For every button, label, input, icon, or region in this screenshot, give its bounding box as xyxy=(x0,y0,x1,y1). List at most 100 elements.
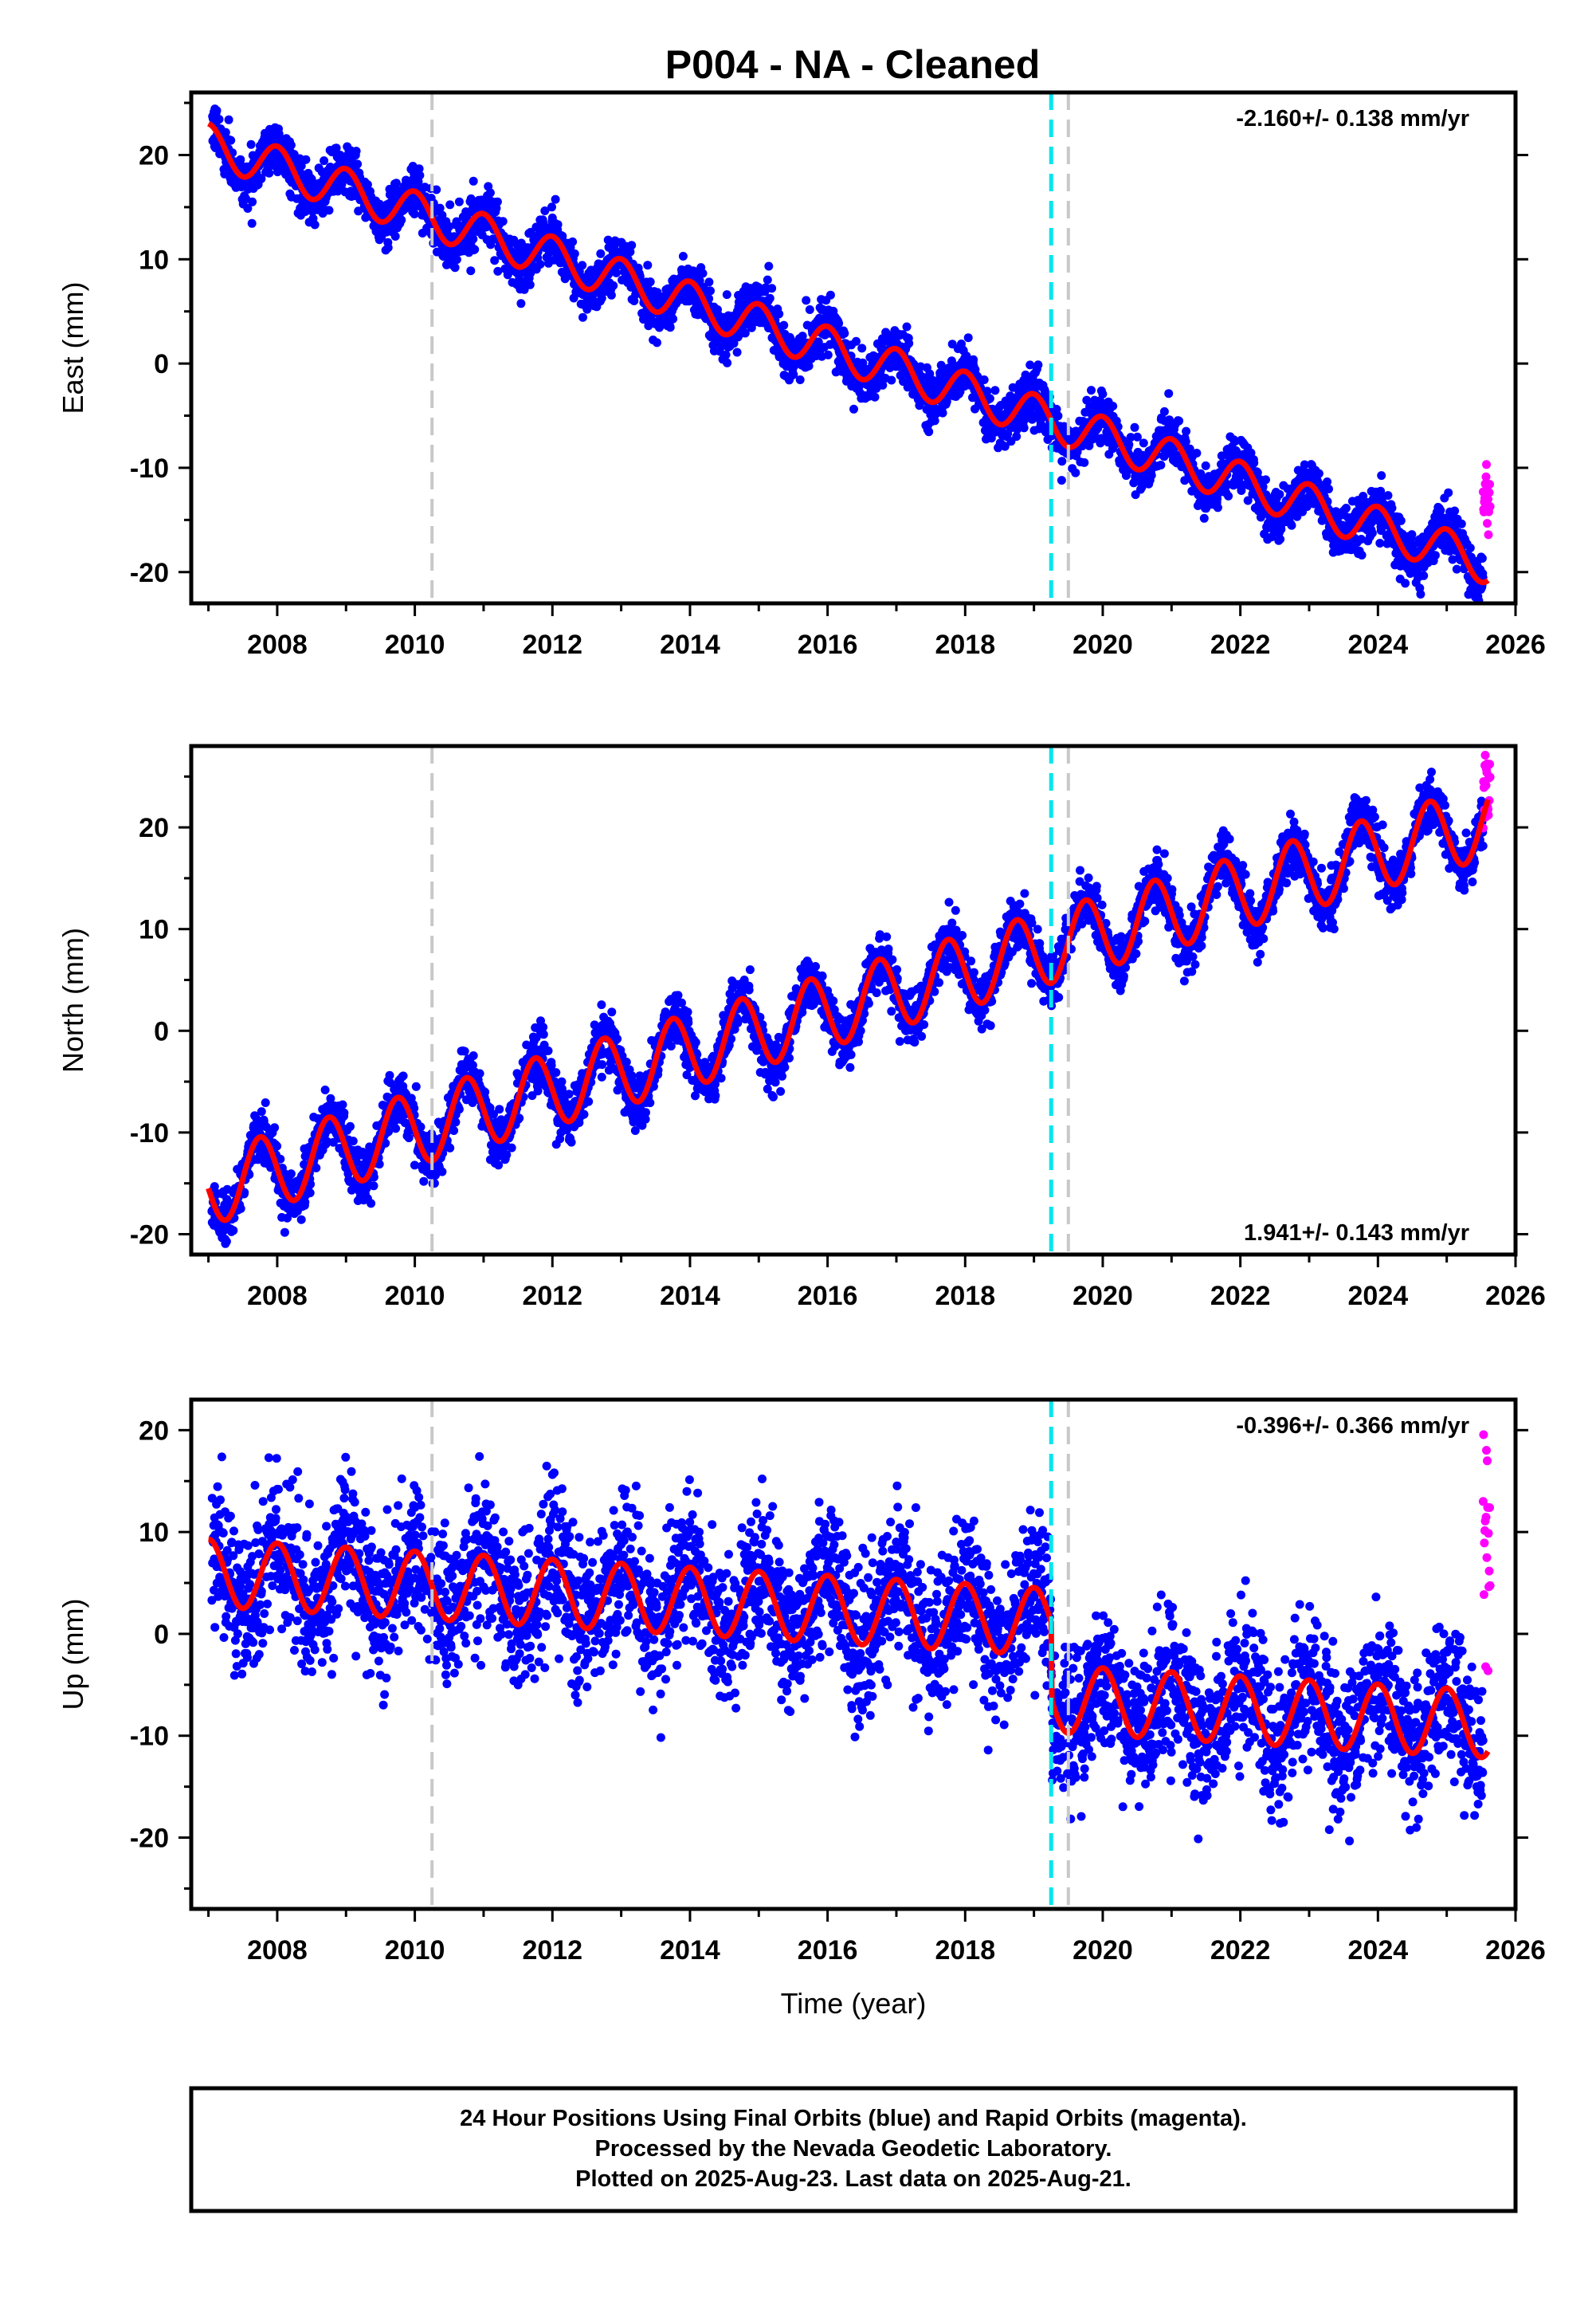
final-orbit-point xyxy=(445,200,455,210)
x-tick-label: 2018 xyxy=(935,630,995,660)
final-orbit-point xyxy=(351,147,361,156)
final-orbit-point xyxy=(1164,389,1174,399)
final-orbit-point xyxy=(1130,422,1139,432)
final-orbit-point xyxy=(451,1117,461,1127)
final-orbit-point xyxy=(369,1181,378,1191)
final-orbit-point xyxy=(212,106,222,116)
final-orbit-point xyxy=(1174,416,1184,426)
x-tick-label: 2020 xyxy=(1072,630,1133,660)
y-axis-label: East (mm) xyxy=(57,282,89,414)
final-orbit-point xyxy=(558,231,567,241)
final-orbit-point xyxy=(414,164,424,174)
final-orbit-point xyxy=(1419,571,1429,580)
final-orbit-point xyxy=(454,197,464,206)
final-orbit-point xyxy=(265,168,274,178)
final-orbit-point xyxy=(606,290,616,300)
final-orbit-point xyxy=(312,1163,321,1172)
plot-area xyxy=(206,104,1495,603)
final-orbit-point xyxy=(706,286,715,296)
final-orbit-point xyxy=(221,128,230,137)
final-orbit-point xyxy=(764,261,774,271)
final-orbit-point xyxy=(469,1051,478,1060)
final-orbit-point xyxy=(415,171,425,180)
final-orbit-point xyxy=(825,290,835,300)
final-orbit-point xyxy=(320,156,329,166)
final-orbit-point xyxy=(1192,449,1202,457)
final-orbit-point xyxy=(320,1086,330,1094)
final-orbit-point xyxy=(802,296,811,305)
final-orbit-point xyxy=(887,375,896,385)
final-orbit-point xyxy=(1275,489,1284,499)
final-orbit-point xyxy=(1276,535,1285,544)
final-orbit-point xyxy=(1261,475,1270,485)
x-tick-label: 2016 xyxy=(798,630,858,660)
final-orbit-point xyxy=(452,217,461,226)
final-orbit-point xyxy=(226,135,236,145)
final-orbit-point xyxy=(678,252,688,261)
final-orbit-point xyxy=(1108,402,1118,410)
final-orbit-point xyxy=(669,314,678,324)
final-orbit-point xyxy=(924,427,934,437)
final-orbit-point xyxy=(857,344,867,353)
final-orbit-point xyxy=(1436,505,1445,515)
final-orbit-point xyxy=(450,263,460,273)
x-tick-label: 2008 xyxy=(247,630,308,660)
final-orbit-point xyxy=(475,1069,484,1078)
rapid-orbit-point xyxy=(1484,530,1493,540)
final-orbit-point xyxy=(1367,528,1377,538)
rapid-orbit-point xyxy=(1485,502,1495,511)
final-orbit-point xyxy=(301,155,311,164)
final-orbit-point xyxy=(653,338,661,348)
final-orbit-point xyxy=(629,296,639,305)
final-orbit-point xyxy=(805,305,814,314)
y-tick-label: 0 xyxy=(154,349,169,379)
final-orbit-point xyxy=(902,322,912,332)
final-orbit-point xyxy=(296,1215,306,1224)
rapid-orbit-point xyxy=(1482,460,1491,469)
final-orbit-point xyxy=(795,375,805,384)
final-orbit-point xyxy=(398,1071,408,1081)
final-orbit-point xyxy=(214,115,224,124)
final-orbit-point xyxy=(1087,386,1096,395)
final-orbit-point xyxy=(454,1105,464,1114)
x-tick-label: 2014 xyxy=(660,630,720,660)
final-orbit-point xyxy=(236,1204,245,1213)
final-orbit-point xyxy=(1430,551,1440,560)
final-orbit-point xyxy=(246,139,256,149)
final-orbit-point xyxy=(1057,476,1066,485)
final-orbit-point xyxy=(469,234,478,244)
x-tick-label: 2022 xyxy=(1210,630,1271,660)
final-orbit-point xyxy=(540,206,550,215)
final-orbit-point xyxy=(578,312,587,322)
final-orbit-point xyxy=(1132,432,1142,442)
final-orbit-point xyxy=(435,203,445,213)
rapid-orbit-point xyxy=(1483,519,1492,528)
final-orbit-point xyxy=(535,260,545,269)
final-orbit-point xyxy=(938,408,947,418)
final-orbit-point xyxy=(270,1123,280,1133)
final-orbit-point xyxy=(391,179,401,188)
final-orbit-point xyxy=(1182,426,1191,436)
final-orbit-point xyxy=(305,1188,315,1198)
final-orbit-point xyxy=(1465,544,1475,552)
final-orbit-point xyxy=(224,115,233,124)
final-orbit-point xyxy=(516,299,526,308)
final-orbit-point xyxy=(1444,488,1453,497)
final-orbit-point xyxy=(229,1226,238,1235)
x-tick-label: 2012 xyxy=(522,630,582,660)
final-orbit-point xyxy=(490,256,500,265)
velocity-label: -2.160+/- 0.138 mm/yr xyxy=(1236,106,1469,132)
final-orbit-point xyxy=(643,261,653,270)
final-orbit-point xyxy=(286,140,296,150)
final-orbit-point xyxy=(930,416,939,426)
final-orbit-point xyxy=(1033,360,1043,370)
final-orbit-point xyxy=(410,210,419,218)
final-orbit-point xyxy=(1019,423,1029,433)
final-orbit-point xyxy=(1450,506,1460,516)
x-tick-label: 2026 xyxy=(1485,630,1546,660)
final-orbit-point xyxy=(568,237,578,246)
final-orbit-point xyxy=(383,243,393,253)
figure-title: P004 - NA - Cleaned xyxy=(665,42,1041,87)
final-orbit-point xyxy=(1249,458,1259,468)
final-orbit-point xyxy=(390,232,400,241)
